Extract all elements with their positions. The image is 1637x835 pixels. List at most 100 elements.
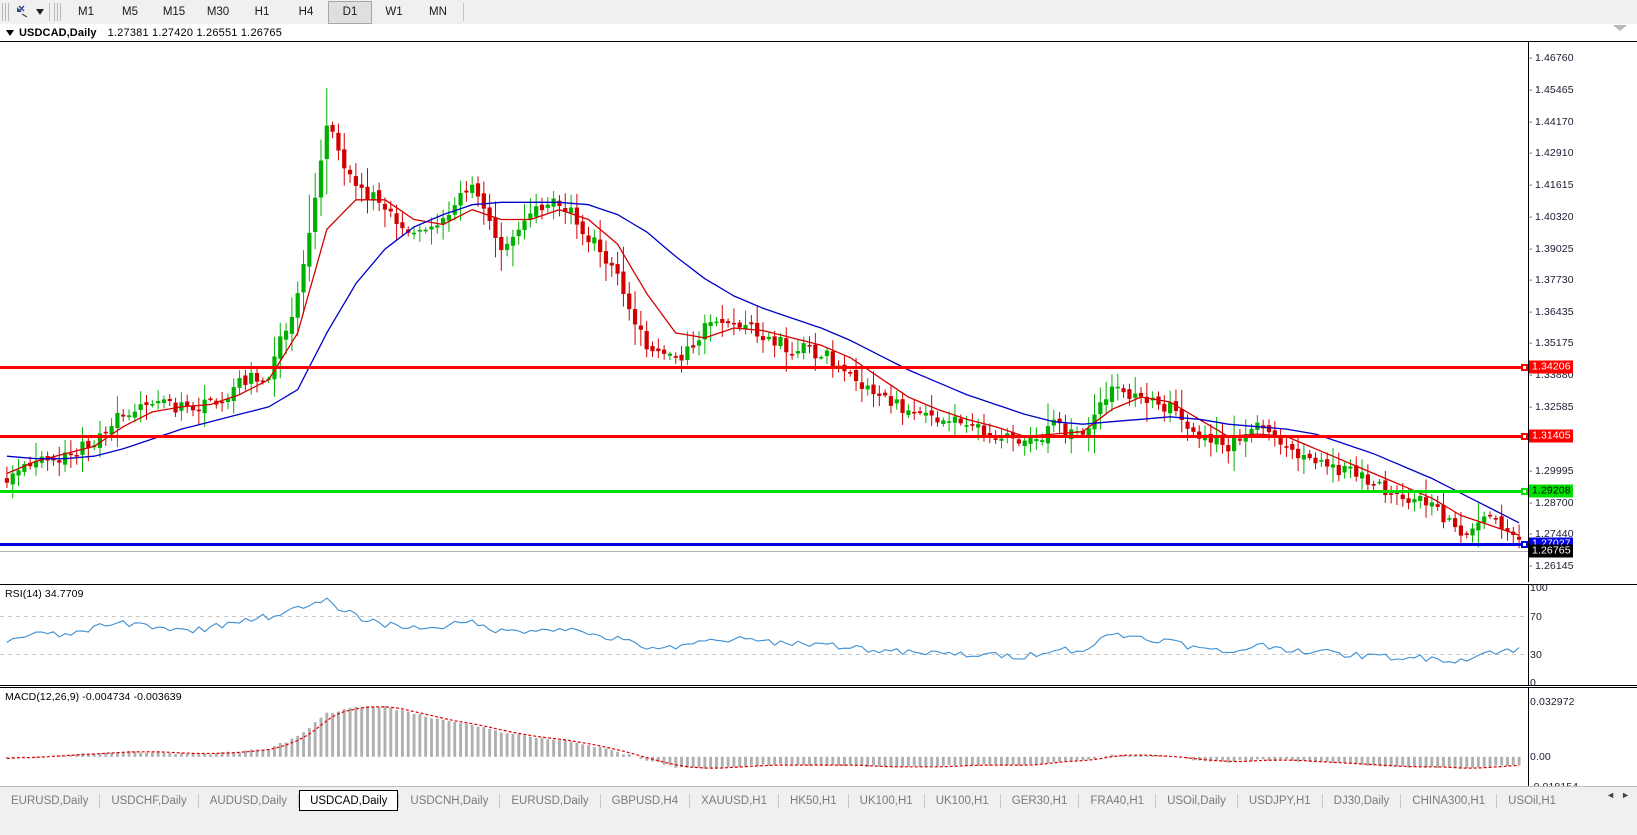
chart-tab-gbpusd-h4[interactable]: GBPUSD,H4 — [611, 795, 679, 807]
level-handle-resistance-upper[interactable] — [1521, 364, 1528, 372]
price-tick-1.45465: -1.45465 — [1529, 83, 1574, 96]
toolbar-grip-handle[interactable] — [2, 3, 10, 21]
chart-tab-china300-h1[interactable]: CHINA300,H1 — [1412, 795, 1486, 807]
macd-series — [5, 706, 1521, 769]
rsi-axis: 100 70 30 0 — [1529, 582, 1637, 689]
macd-label: MACD(12,26,9) -0.004734 -0.003639 — [5, 691, 182, 703]
price-tick-1.36435: -1.36435 — [1529, 306, 1574, 319]
tab-divider — [777, 794, 779, 808]
tab-divider — [298, 794, 300, 808]
chart-area: USDCAD,Daily 1.27381 1.27420 1.26551 1.2… — [0, 24, 1637, 808]
timeframe-button-mn[interactable]: MN — [429, 6, 447, 18]
rsi-tick-0: 0 — [1530, 677, 1536, 689]
toolbar-separator — [49, 3, 50, 21]
price-tick-1.39025: -1.39025 — [1529, 242, 1574, 255]
timeframe-button-m15[interactable]: M15 — [162, 6, 186, 18]
chart-tab-usoil-daily[interactable]: USOil,Daily — [1167, 795, 1226, 807]
tab-divider — [1496, 794, 1498, 808]
level-tag-resistance-upper[interactable]: 1.34206 — [1529, 360, 1573, 374]
macd-plot[interactable] — [0, 688, 1528, 795]
level-line-resistance-upper[interactable] — [0, 364, 1528, 372]
chart-tab-uk100-h1[interactable]: UK100,H1 — [859, 795, 913, 807]
chart-ohlc-values: 1.27381 1.27420 1.26551 1.26765 — [107, 26, 283, 39]
timeframe-button-h1[interactable]: H1 — [254, 6, 270, 18]
level-line-support-green[interactable] — [0, 487, 1528, 495]
tab-divider — [1078, 794, 1080, 808]
tab-divider — [1400, 794, 1402, 808]
chart-tab-usdcad-daily[interactable]: USDCAD,Daily — [299, 790, 399, 811]
chart-tab-uk100-h1[interactable]: UK100,H1 — [935, 795, 989, 807]
chart-tab-usdchf-daily[interactable]: USDCHF,Daily — [111, 795, 187, 807]
rsi-tick-70: 70 — [1530, 610, 1542, 623]
tab-scroll-right-icon[interactable]: ► — [1621, 790, 1630, 800]
rsi-pane[interactable]: RSI(14) 34.7709 100 70 30 0 — [0, 582, 1637, 689]
chart-tab-eurusd-daily[interactable]: EURUSD,Daily — [11, 795, 89, 807]
tab-scroll-controls[interactable]: ◄ ► — [1603, 790, 1637, 800]
timeframe-bar: M1 M5 M15 M30 H1 H4 D1 W1 MN — [64, 0, 460, 24]
rsi-tick-100: 100 — [1530, 582, 1548, 594]
macd-tick-0.00: 0.00 — [1530, 750, 1551, 763]
price-tick-1.32585: -1.32585 — [1529, 401, 1574, 414]
tab-divider — [99, 794, 101, 808]
chart-tab-dj30-daily[interactable]: DJ30,Daily — [1333, 795, 1390, 807]
macd-axis-line — [1528, 688, 1529, 795]
level-line-resistance-lower[interactable] — [0, 433, 1528, 441]
chart-tab-hk50-h1[interactable]: HK50,H1 — [789, 795, 837, 807]
chart-tab-ger30-h1[interactable]: GER30,H1 — [1011, 795, 1068, 807]
tab-divider — [197, 794, 199, 808]
chart-tab-eurusd-daily[interactable]: EURUSD,Daily — [511, 795, 589, 807]
timeframe-button-w1[interactable]: W1 — [385, 6, 403, 18]
level-tag-bid-price[interactable]: 1.26765 — [1529, 544, 1573, 558]
chart-menu-caret-icon[interactable] — [6, 29, 14, 36]
level-handle-support-green[interactable] — [1521, 487, 1528, 495]
price-pane[interactable]: -1.46760 -1.45465 -1.44170 -1.42910 -1.41615… — [0, 42, 1637, 582]
timeframe-grip-handle[interactable] — [54, 3, 61, 21]
price-tick-1.46760: -1.46760 — [1529, 51, 1574, 64]
level-tag-support-green[interactable]: 1.29208 — [1529, 484, 1573, 498]
chart-tab-usdcnh-daily[interactable]: USDCNH,Daily — [410, 795, 489, 807]
chart-tab-fra40-h1[interactable]: FRA40,H1 — [1090, 795, 1145, 807]
tab-divider — [1236, 794, 1238, 808]
macd-pane[interactable]: MACD(12,26,9) -0.004734 -0.003639 0.0329… — [0, 687, 1637, 795]
window-restore-marker-icon[interactable] — [1613, 25, 1627, 31]
level-line-bid-price[interactable] — [0, 550, 1528, 552]
level-line-support-blue[interactable] — [0, 541, 1528, 549]
price-axis[interactable]: -1.46760 -1.45465 -1.44170 -1.42910 -1.41615… — [1529, 42, 1637, 582]
price-tick-1.27440: -1.27440 — [1529, 528, 1574, 541]
chart-tab-xauusd-h1[interactable]: XAUUSD,H1 — [701, 795, 767, 807]
macd-tick-0.032972: 0.032972 — [1530, 696, 1575, 708]
price-tick-1.42910: -1.42910 — [1529, 146, 1574, 159]
tab-divider — [847, 794, 849, 808]
cursor-crosshair-icon[interactable] — [11, 2, 33, 22]
timeframe-button-m1[interactable]: M1 — [78, 6, 94, 18]
chart-tab-usdjpy-h1[interactable]: USDJPY,H1 — [1248, 795, 1311, 807]
timeframe-button-h4[interactable]: H4 — [298, 6, 314, 18]
timeframe-button-m30[interactable]: M30 — [206, 6, 230, 18]
tab-scroll-left-icon[interactable]: ◄ — [1606, 790, 1616, 800]
level-tag-resistance-lower[interactable]: 1.31405 — [1529, 429, 1573, 443]
rsi-axis-line — [1528, 585, 1529, 685]
price-tick-1.29995: -1.29995 — [1529, 465, 1574, 478]
level-handle-resistance-lower[interactable] — [1521, 433, 1528, 441]
tab-divider — [398, 794, 400, 808]
rsi-plot[interactable] — [0, 585, 1528, 685]
price-tick-1.35175: -1.35175 — [1529, 337, 1574, 350]
tab-divider — [599, 794, 601, 808]
price-tick-1.26145: -1.26145 — [1529, 560, 1574, 573]
price-axis-line — [1528, 42, 1529, 582]
level-handle-support-blue[interactable] — [1521, 541, 1528, 549]
rsi-tick-30: 30 — [1530, 648, 1542, 661]
timeframe-button-d1[interactable]: D1 — [328, 0, 372, 24]
timeframe-button-m5[interactable]: M5 — [122, 6, 138, 18]
rsi-label: RSI(14) 34.7709 — [5, 588, 84, 600]
chart-symbol-label: USDCAD,Daily — [19, 26, 97, 39]
chart-titlebar: USDCAD,Daily 1.27381 1.27420 1.26551 1.2… — [0, 24, 1637, 42]
chart-tab-audusd-daily[interactable]: AUDUSD,Daily — [209, 795, 288, 807]
tab-divider — [499, 794, 501, 808]
candlestick-series — [4, 88, 1522, 549]
chart-tab-usoil-h1[interactable]: USOil,H1 — [1508, 795, 1557, 807]
price-plot[interactable] — [0, 42, 1528, 582]
toolbar-dropdown-arrow-icon[interactable] — [33, 2, 46, 22]
chart-tab-strip[interactable]: EURUSD,Daily USDCHF,Daily AUDUSD,Daily USDC… — [0, 786, 1637, 835]
